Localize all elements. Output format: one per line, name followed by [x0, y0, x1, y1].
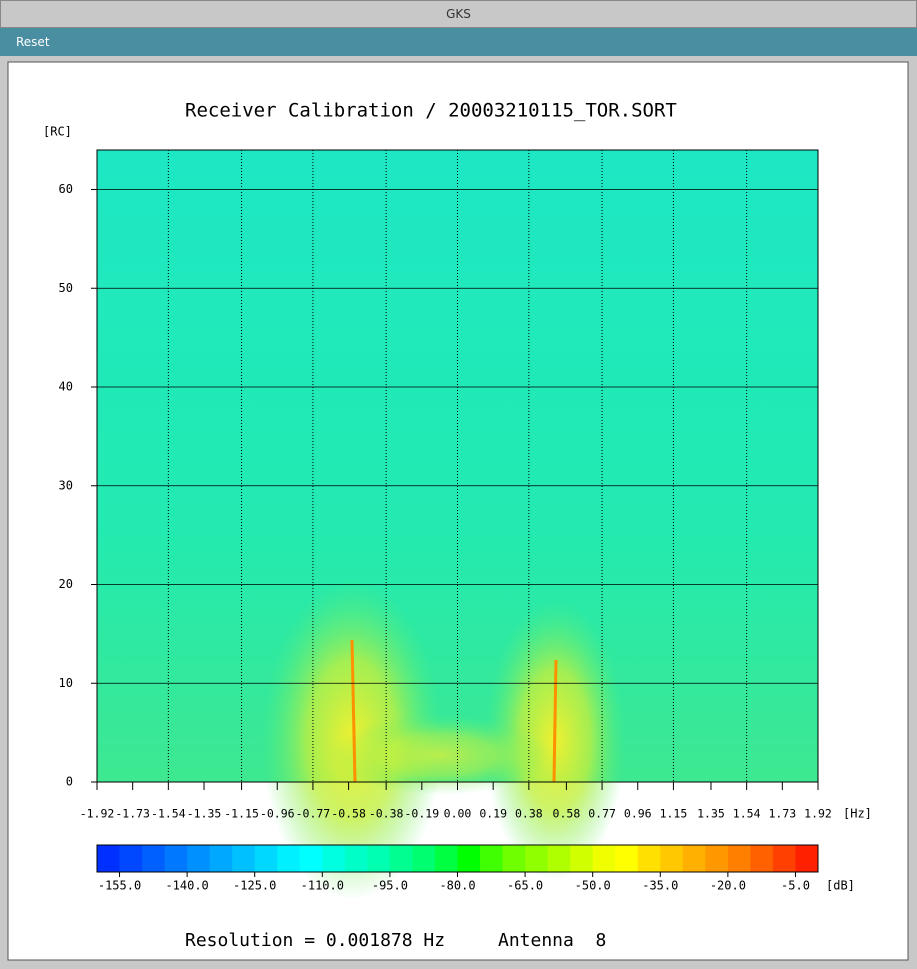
antenna: Antenna 8 [498, 930, 606, 951]
colorbar-swatch [525, 845, 549, 872]
colorbar-swatch [457, 845, 481, 872]
menu-bar: Reset [0, 28, 917, 56]
colorbar-swatch [750, 845, 774, 872]
x-tick-label: -1.54 [151, 807, 186, 821]
colorbar-swatch [232, 845, 256, 872]
x-tick-label: 1.54 [733, 807, 761, 821]
x-tick-label: 1.35 [697, 807, 725, 821]
colorbar-swatch [727, 845, 751, 872]
colorbar-swatch [705, 845, 729, 872]
colorbar-swatch [344, 845, 368, 872]
y-tick-label: 40 [59, 380, 73, 394]
colorbar-swatch [119, 845, 143, 872]
heatmap-ridge [350, 639, 357, 783]
colorbar-swatch [412, 845, 436, 872]
colorbar-tick-label: -80.0 [439, 879, 475, 893]
colorbar-swatch [299, 845, 323, 872]
y-tick-label: 20 [59, 577, 73, 591]
heatmap-ridge [552, 659, 558, 783]
colorbar-swatch [322, 845, 346, 872]
colorbar-swatch [164, 845, 188, 872]
colorbar-tick-label: -35.0 [642, 879, 678, 893]
x-tick-label: -1.92 [80, 807, 115, 821]
y-tick-label: 30 [59, 478, 73, 492]
colorbar-swatch [502, 845, 526, 872]
resolution: Resolution = 0.001878 Hz [185, 930, 445, 951]
reset-button[interactable]: Reset [16, 35, 50, 49]
plot-title: Receiver Calibration / 20003210115_TOR.S… [185, 100, 677, 122]
colorbar-swatch [142, 845, 166, 872]
x-tick-label: -1.73 [115, 807, 150, 821]
colorbar-swatch [187, 845, 211, 872]
colorbar-swatch [795, 845, 819, 872]
colorbar-swatch [772, 845, 796, 872]
colorbar-swatch [254, 845, 278, 872]
heatmap-blob [330, 715, 550, 795]
colorbar-tick-label: -155.0 [98, 879, 141, 893]
y-tick-label: 0 [66, 775, 73, 789]
y-unit: [RC] [43, 125, 72, 139]
window-title: GKS [0, 0, 917, 28]
colorbar-tick-label: -140.0 [165, 879, 208, 893]
colorbar-swatch [480, 845, 504, 872]
x-tick-label: 0.96 [624, 807, 652, 821]
x-tick-label: -0.77 [296, 807, 331, 821]
colorbar-swatch [592, 845, 616, 872]
colorbar-swatch [389, 845, 413, 872]
colorbar-swatch [97, 845, 121, 872]
x-tick-label: -1.35 [187, 807, 222, 821]
colorbar-swatch [547, 845, 571, 872]
colorbar-swatch [277, 845, 301, 872]
y-tick-label: 10 [59, 676, 73, 690]
colorbar-tick-label: -95.0 [372, 879, 408, 893]
colorbar-tick-label: -20.0 [710, 879, 746, 893]
x-tick-label: -1.15 [224, 807, 259, 821]
colorbar-tick-label: -125.0 [233, 879, 276, 893]
colorbar-swatch [209, 845, 233, 872]
colorbar-tick-label: -5.0 [781, 879, 810, 893]
x-tick-label: -0.19 [405, 807, 440, 821]
x-tick-label: 0.19 [479, 807, 507, 821]
x-tick-label: 0.58 [553, 807, 581, 821]
x-tick-label: 0.77 [588, 807, 616, 821]
colorbar-unit: [dB] [826, 879, 855, 893]
x-tick-label: 1.92 [804, 807, 832, 821]
colorbar-swatch [682, 845, 706, 872]
x-tick-label: 1.15 [660, 807, 688, 821]
colorbar-tick-label: -110.0 [301, 879, 344, 893]
x-tick-label: -0.58 [331, 807, 366, 821]
colorbar-swatch [570, 845, 594, 872]
x-tick-label: -0.96 [260, 807, 295, 821]
y-tick-label: 60 [59, 182, 73, 196]
x-tick-label: -0.38 [369, 807, 404, 821]
x-unit: [Hz] [843, 807, 872, 821]
colorbar-swatch [434, 845, 458, 872]
colorbar-tick-label: -50.0 [575, 879, 611, 893]
x-tick-label: 0.38 [515, 807, 543, 821]
colorbar-swatch [660, 845, 684, 872]
y-tick-label: 50 [59, 281, 73, 295]
colorbar-swatch [637, 845, 661, 872]
x-tick-label: 1.73 [768, 807, 796, 821]
colorbar-tick-label: -65.0 [507, 879, 543, 893]
x-tick-label: 0.00 [444, 807, 472, 821]
colorbar-swatch [367, 845, 391, 872]
colorbar-swatch [615, 845, 639, 872]
